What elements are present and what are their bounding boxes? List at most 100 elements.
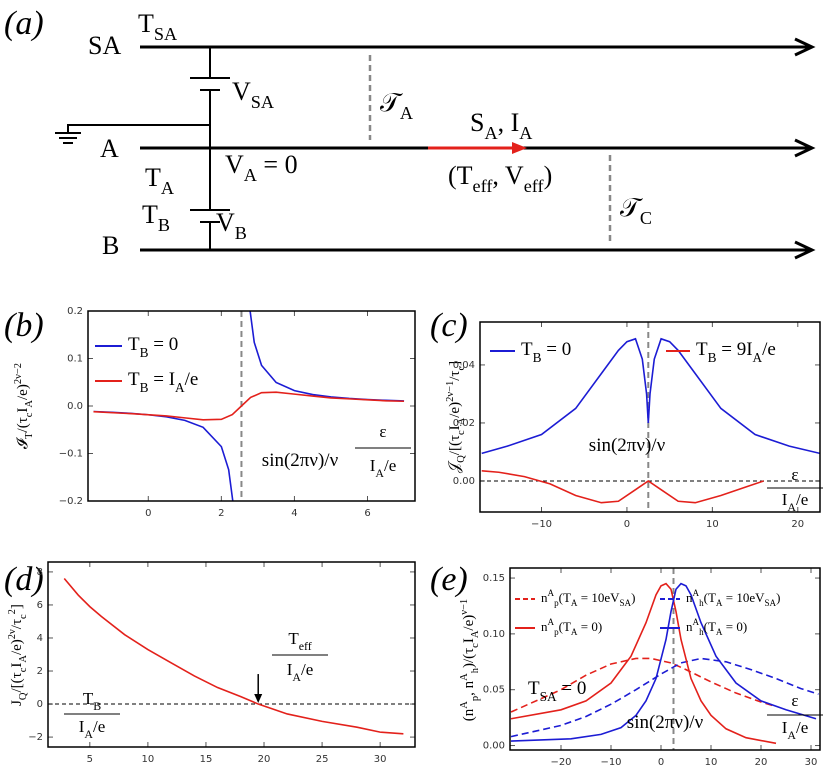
data-line xyxy=(63,578,404,735)
plot-frame xyxy=(47,561,416,748)
voltage-label: VB xyxy=(216,208,247,243)
x-tick-label: 4 xyxy=(291,508,297,519)
x-tick-label: 5 xyxy=(87,754,93,765)
y-tick-label: −0.1 xyxy=(59,449,83,460)
annotation: sin(2πν)/ν xyxy=(627,712,704,733)
voltage-label: VA = 0 xyxy=(225,150,298,185)
data-line xyxy=(510,657,777,713)
fraction-denominator: IA/e xyxy=(782,718,809,742)
x-tick-label: −20 xyxy=(550,757,571,768)
y-tick-label: 0.02 xyxy=(453,418,475,429)
arrowhead xyxy=(254,694,263,704)
temperature-label: TSA xyxy=(138,9,177,44)
y-tick-label: 0.2 xyxy=(67,306,83,317)
y-tick-label: −0.2 xyxy=(59,496,83,507)
y-tick-label: 2 xyxy=(37,666,43,677)
data-line xyxy=(93,391,405,421)
series-layer xyxy=(93,311,405,501)
x-tick-label: 0 xyxy=(145,508,151,519)
diagram xyxy=(55,37,816,260)
panel-label: (b) xyxy=(4,307,44,344)
legend-label: nAh(TA = 10eVSA) xyxy=(686,588,780,608)
panel-label: (e) xyxy=(430,561,468,598)
series-layer xyxy=(481,337,820,504)
arrowhead xyxy=(794,37,816,57)
y-tick-label: 0.00 xyxy=(453,476,475,487)
x-tick-label: 6 xyxy=(364,508,370,519)
x-tick-label: 15 xyxy=(200,754,213,765)
y-tick-label: 0.05 xyxy=(483,685,505,696)
annotation: TSA = 0 xyxy=(528,678,586,703)
x-tick-label: 20 xyxy=(791,519,804,530)
annotation: sin(2πν)/ν xyxy=(589,435,666,456)
data-line xyxy=(481,337,820,455)
legend-label: TB = 0 xyxy=(128,334,178,359)
data-line xyxy=(481,470,764,504)
tunnel-label: 𝒯A xyxy=(380,88,413,123)
x-tick-label: 0 xyxy=(658,757,664,768)
fraction-denominator: IA/e xyxy=(370,456,397,480)
legend-label: nAh(TA = 0) xyxy=(686,617,747,637)
y-tick-label: 4 xyxy=(37,633,43,644)
y-axis-label: JQ/[(τcIA/e)2ν/τc2] xyxy=(7,604,29,706)
fraction-denominator: IA/e xyxy=(287,660,314,684)
fraction-numerator: ε xyxy=(379,422,386,441)
tunnel-label: 𝒯C xyxy=(620,193,652,228)
current-label: SA, IA xyxy=(470,108,532,143)
data-line xyxy=(510,657,819,738)
fraction-numerator: ε xyxy=(791,465,798,484)
temperature-label: TB xyxy=(142,200,170,235)
ground-wire xyxy=(67,124,210,133)
legend-label: TB = IA/e xyxy=(128,369,198,394)
panel-label: (c) xyxy=(430,307,468,344)
x-tick-label: 20 xyxy=(755,757,768,768)
x-tick-label: 25 xyxy=(316,754,329,765)
x-tick-label: 30 xyxy=(374,754,387,765)
data-line xyxy=(93,311,405,501)
x-tick-label: 2 xyxy=(218,508,224,519)
y-tick-label: −2 xyxy=(28,732,43,743)
y-axis-label: 𝒥Q/[(τcIA/e)2ν−1/τc] xyxy=(445,361,467,473)
fraction-numerator: Teff xyxy=(288,629,311,653)
arrowhead xyxy=(794,138,816,158)
effective-label: (Teff, Veff) xyxy=(448,161,552,196)
y-tick-label: 0.0 xyxy=(67,401,83,412)
x-tick-label: −10 xyxy=(531,519,552,530)
legend-label: TB = 0 xyxy=(521,339,571,364)
fraction-denominator: IA/e xyxy=(79,717,106,741)
x-tick-label: 30 xyxy=(805,757,818,768)
x-tick-label: 10 xyxy=(142,754,155,765)
data-line xyxy=(510,582,777,745)
data-line xyxy=(510,582,817,742)
lead-label: SA xyxy=(88,31,121,60)
y-tick-label: 0.04 xyxy=(453,360,475,371)
legend-label: TB = 9IA/e xyxy=(696,339,776,364)
panel-label: (d) xyxy=(4,561,44,598)
plot-frame xyxy=(509,567,821,751)
x-tick-label: 0 xyxy=(624,519,630,530)
y-tick-label: 0.1 xyxy=(67,354,83,365)
x-tick-label: 10 xyxy=(705,757,718,768)
x-tick-label: 10 xyxy=(706,519,719,530)
panel-label: (a) xyxy=(4,5,44,42)
legend-label: nAp(TA = 0) xyxy=(541,617,602,637)
series-layer xyxy=(510,582,819,745)
fraction-denominator: IA/e xyxy=(782,490,809,514)
voltage-label: VSA xyxy=(232,77,274,112)
series-layer xyxy=(63,578,404,735)
lead-label: A xyxy=(100,134,119,163)
current-arrowhead xyxy=(512,142,527,154)
temperature-label: TA xyxy=(145,163,174,198)
annotation: sin(2πν)/ν xyxy=(262,450,339,471)
fraction-numerator: TB xyxy=(83,689,101,713)
legend-label: nAp(TA = 10eVSA) xyxy=(541,588,635,608)
fraction-numerator: ε xyxy=(791,691,798,710)
lead-label: B xyxy=(102,231,119,260)
y-tick-label: 6 xyxy=(37,600,43,611)
y-tick-label: 0.00 xyxy=(483,741,505,752)
arrowhead xyxy=(794,240,816,260)
y-tick-label: 0.10 xyxy=(483,629,505,640)
y-tick-label: 0 xyxy=(37,699,43,710)
plot-frame xyxy=(87,310,416,502)
